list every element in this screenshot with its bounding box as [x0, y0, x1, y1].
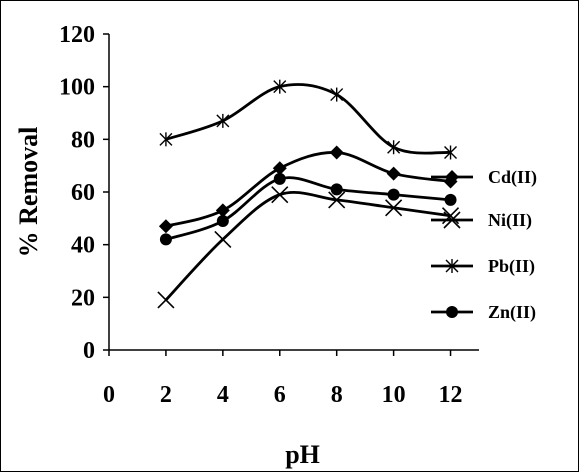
series-line-niii: [164, 190, 451, 301]
data-point-cdii: [158, 219, 173, 234]
data-point-pbii: [444, 145, 458, 160]
legend-label-niii: Ni(II): [488, 210, 532, 231]
legend: Cd(II) Ni(II) Pb(II) Zn(II): [431, 167, 537, 323]
data-point-niii: [385, 199, 403, 217]
legend-marker-znii: [446, 306, 458, 318]
data-point-znii: [387, 188, 400, 201]
data-point-cdii: [272, 161, 287, 176]
data-point-pbii: [387, 140, 401, 155]
data-point-znii: [330, 183, 343, 196]
data-point-pbii: [159, 132, 173, 147]
x-axis-title: pH: [285, 440, 320, 469]
legend-label-znii: Zn(II): [488, 302, 536, 323]
legend-marker-pbii: [445, 259, 459, 273]
x-tick-label: 2: [160, 382, 172, 408]
legend-label-cdii: Cd(II): [488, 167, 537, 188]
data-point-znii: [216, 214, 229, 227]
legend-marker-cdii: [445, 170, 459, 184]
data-point-cdii: [215, 203, 230, 218]
x-tick-label: 12: [439, 382, 463, 408]
x-tick-label: 6: [274, 382, 286, 408]
y-tick-label: 120: [59, 22, 95, 48]
data-point-znii: [444, 193, 457, 206]
y-tick-label: 100: [59, 75, 95, 101]
axes: 0 20 40 60 80 100 120 0 2 4 6 8 10 12: [59, 22, 479, 408]
y-tick-label: 60: [71, 180, 95, 206]
data-point-pbii: [216, 113, 230, 128]
data-point-niii: [328, 191, 346, 209]
data-point-niii: [157, 291, 175, 309]
data-point-cdii: [329, 145, 344, 160]
data-point-znii: [159, 233, 172, 246]
y-tick-label: 20: [71, 285, 95, 311]
x-tick-label: 0: [103, 382, 115, 408]
x-tick-label: 4: [217, 382, 229, 408]
series-line-pbii: [165, 83, 451, 155]
x-tick-label: 8: [331, 382, 343, 408]
y-tick-label: 0: [83, 338, 95, 364]
y-axis-title: % Removal: [14, 127, 43, 258]
data-point-niii: [271, 186, 289, 204]
y-tick-label: 80: [71, 127, 95, 153]
legend-label-pbii: Pb(II): [488, 256, 535, 277]
data-point-cdii: [386, 166, 401, 181]
data-point-pbii: [273, 79, 287, 94]
legend-marker-niii: [443, 211, 461, 229]
y-tick-label: 40: [71, 233, 95, 259]
data-point-niii: [214, 230, 232, 248]
x-tick-label: 10: [382, 382, 406, 408]
series-lines: [164, 83, 451, 301]
data-point-pbii: [330, 87, 344, 102]
series-line-cdii: [165, 151, 451, 228]
data-point-znii: [273, 172, 286, 185]
